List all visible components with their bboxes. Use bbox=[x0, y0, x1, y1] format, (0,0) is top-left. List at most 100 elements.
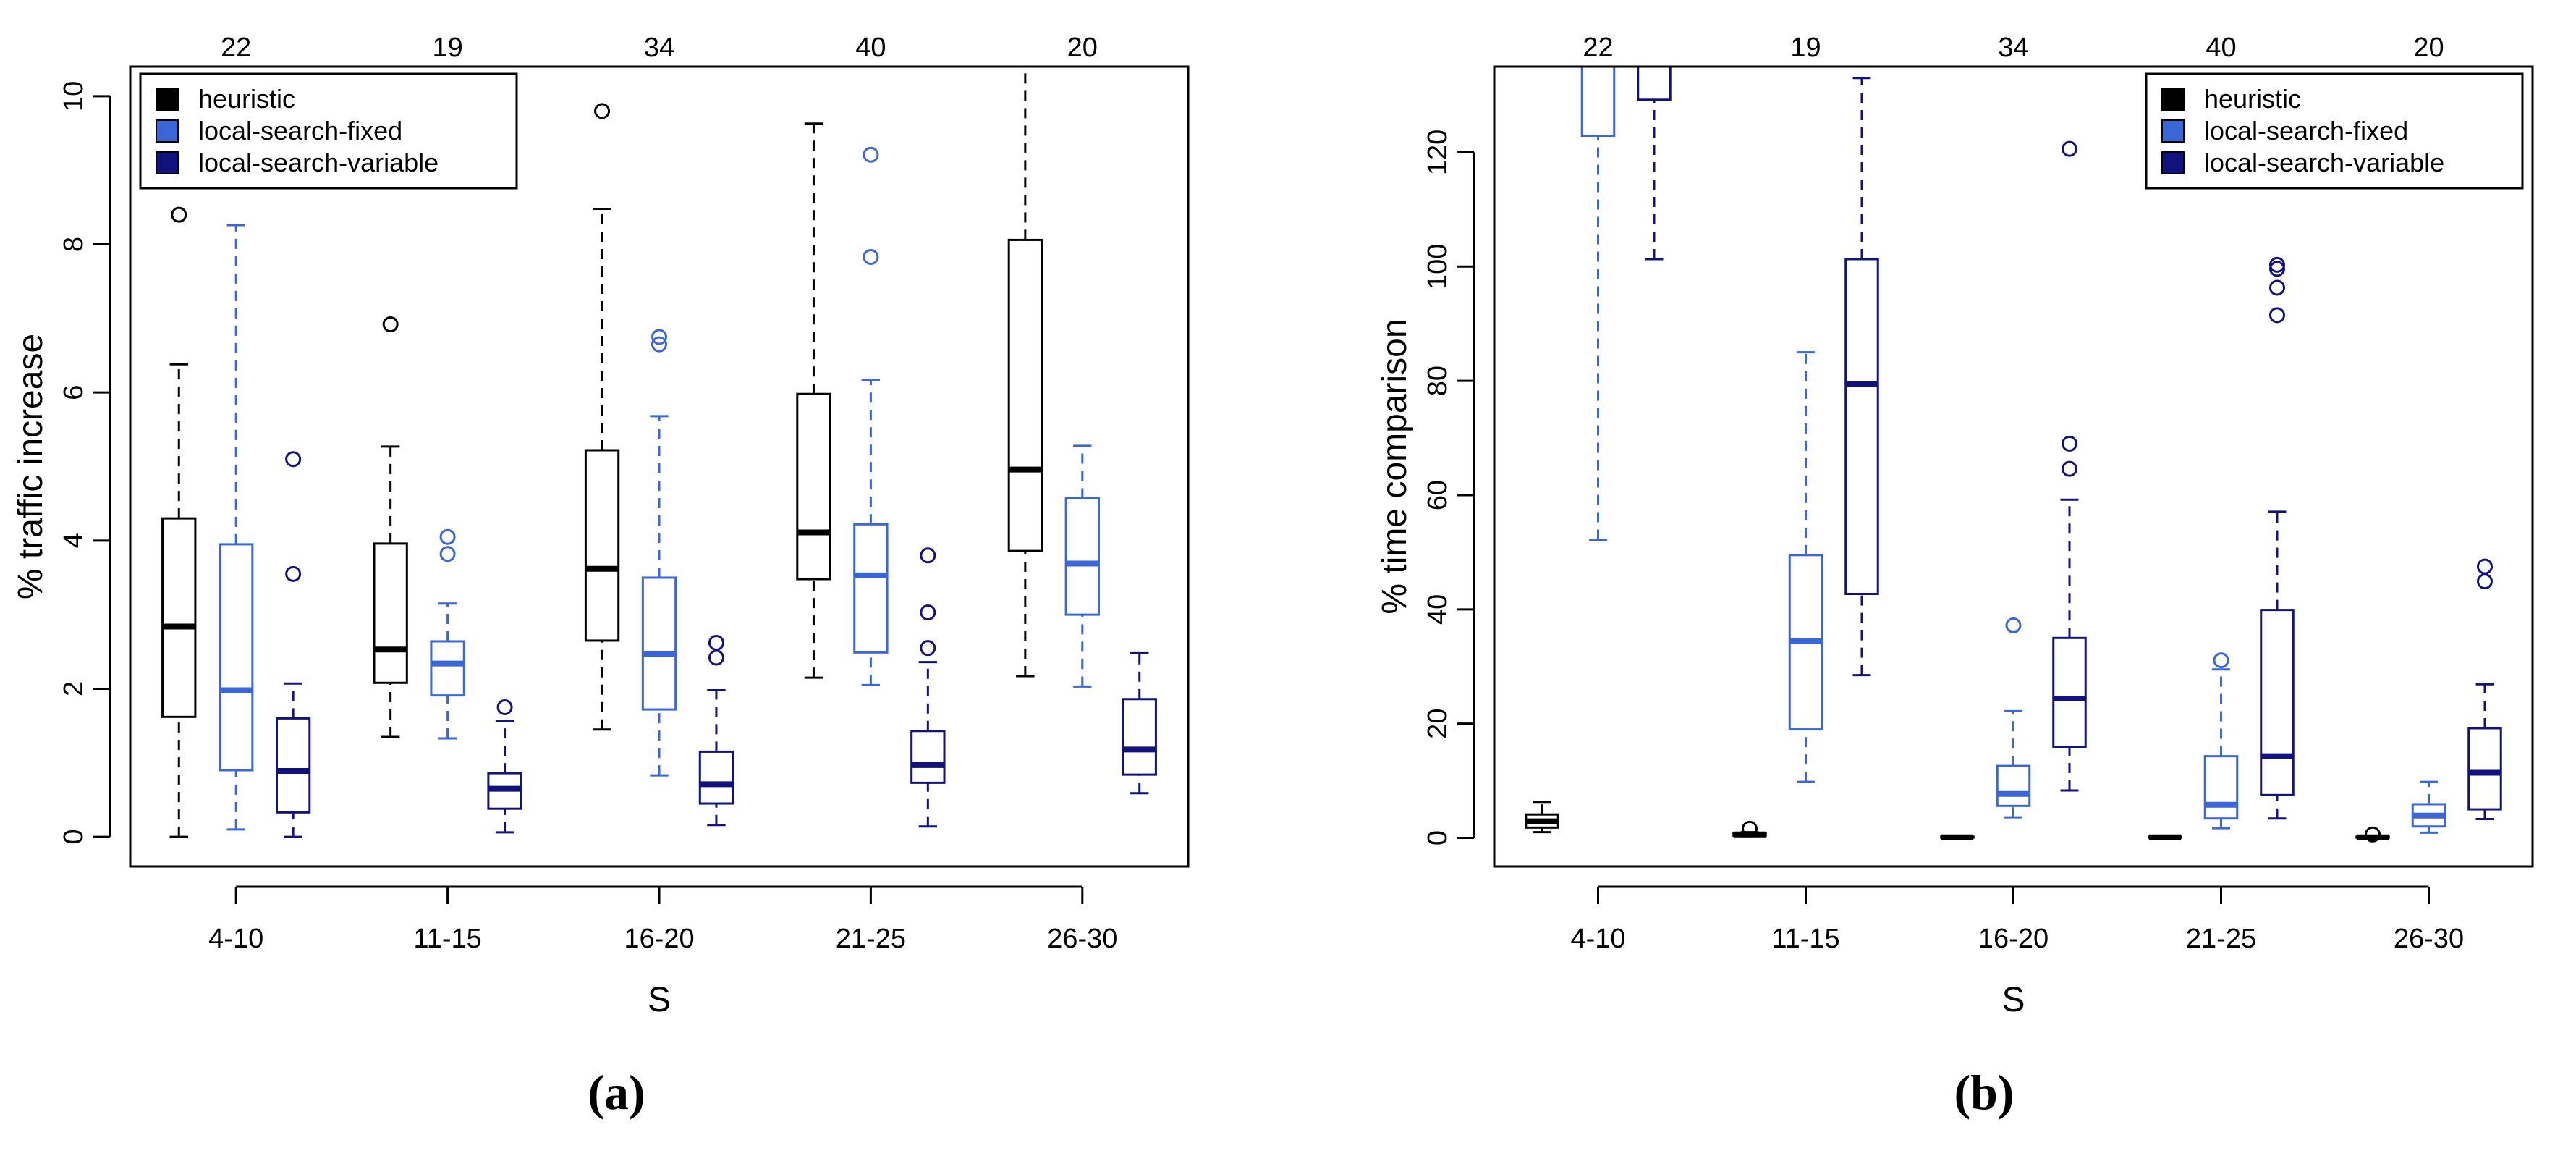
y-axis: 0 20 40 60 80 100 120 % time comparison bbox=[1376, 130, 1475, 845]
x-axis: 4-10 11-15 16-20 21-25 26-30 S bbox=[1570, 885, 2464, 1019]
legend-swatch bbox=[2161, 119, 2185, 143]
box-local-search-variable-4-10-outlier bbox=[285, 565, 302, 582]
box-local-search-variable-11-15 bbox=[1844, 258, 1879, 596]
box-local-search-fixed-21-25-outlier bbox=[2213, 652, 2229, 669]
box-heuristic-21-25 bbox=[796, 392, 831, 581]
legend-swatch bbox=[156, 88, 179, 111]
box-local-search-fixed-16-20-outlier bbox=[651, 329, 667, 345]
legend-swatch bbox=[156, 119, 179, 143]
legend-label: heuristic bbox=[198, 84, 295, 114]
top-count-label: 20 bbox=[1067, 33, 1098, 63]
box-heuristic-4-10-outlier bbox=[171, 206, 187, 223]
y-tick-label: 0 bbox=[59, 830, 89, 845]
box-heuristic-11-15-outlier bbox=[382, 316, 399, 333]
box-local-search-fixed-11-15 bbox=[430, 640, 465, 697]
y-tick-label: 2 bbox=[59, 681, 89, 696]
top-count-label: 34 bbox=[644, 33, 674, 63]
x-tick-label: 11-15 bbox=[413, 924, 481, 954]
x-tick-label: 21-25 bbox=[836, 924, 906, 954]
box-local-search-fixed-16-20-outlier bbox=[2005, 617, 2022, 633]
top-count-label: 19 bbox=[1790, 33, 1821, 63]
box-local-search-variable-21-25-outlier bbox=[920, 604, 936, 621]
box-heuristic-16-20-outlier bbox=[594, 103, 611, 119]
top-count-label: 34 bbox=[1998, 33, 2028, 63]
top-count-label: 19 bbox=[432, 33, 462, 63]
panel-a-chart: 0 2 4 6 8 10 % traffic increase 4-10 11-15 16-20 2… bbox=[12, 33, 1190, 1019]
box-local-search-variable-26-30 bbox=[1122, 698, 1157, 776]
box-heuristic-4-10 bbox=[161, 517, 197, 718]
y-tick-label: 8 bbox=[59, 237, 89, 252]
box-local-search-variable-21-25-outlier bbox=[920, 640, 936, 657]
y-tick-label: 4 bbox=[59, 533, 89, 548]
x-tick-label: 11-15 bbox=[1771, 924, 1839, 954]
x-tick-label: 4-10 bbox=[208, 924, 263, 954]
legend-box bbox=[2145, 72, 2524, 190]
x-tick-label: 26-30 bbox=[1047, 924, 1117, 954]
legend-label: local-search-variable bbox=[198, 148, 438, 177]
plot-area bbox=[1525, 67, 2502, 843]
top-count-label: 20 bbox=[2413, 33, 2444, 63]
legend-label: heuristic bbox=[2204, 84, 2301, 114]
box-local-search-variable-4-10 bbox=[1637, 67, 1672, 101]
legend-label: local-search-variable bbox=[2204, 148, 2444, 177]
panel-b-label: (b) bbox=[1954, 1065, 2014, 1120]
legend-label: local-search-fixed bbox=[198, 116, 402, 146]
box-local-search-fixed-16-20-outlier bbox=[651, 336, 667, 353]
plot-frame bbox=[1493, 65, 2534, 868]
legend-swatch bbox=[2161, 151, 2185, 174]
plot-area bbox=[161, 67, 1157, 838]
panel-a-label: (a) bbox=[588, 1065, 645, 1120]
legend-box bbox=[139, 72, 518, 190]
box-local-search-fixed-21-25 bbox=[853, 523, 889, 654]
y-tick-label: 80 bbox=[1423, 366, 1453, 396]
box-heuristic-26-30-outlier bbox=[2365, 826, 2381, 843]
legend-label: local-search-fixed bbox=[2204, 116, 2408, 146]
box-local-search-variable-16-20 bbox=[2052, 636, 2087, 748]
box-local-search-variable-11-15-outlier bbox=[496, 699, 513, 716]
y-tick-label: 20 bbox=[1423, 709, 1453, 739]
box-local-search-variable-4-10-outlier bbox=[285, 451, 302, 468]
top-count-label: 40 bbox=[855, 33, 886, 63]
y-tick-label: 120 bbox=[1423, 130, 1453, 175]
box-local-search-variable-21-25 bbox=[910, 730, 946, 784]
y-axis-title: % traffic increase bbox=[12, 334, 50, 599]
box-local-search-fixed-21-25-outlier bbox=[863, 146, 879, 163]
y-axis-title: % time comparison bbox=[1376, 319, 1414, 614]
box-local-search-variable-4-10 bbox=[275, 717, 311, 814]
y-tick-label: 6 bbox=[59, 385, 89, 400]
y-tick-label: 100 bbox=[1423, 244, 1453, 290]
box-heuristic-26-30 bbox=[1007, 238, 1043, 552]
box-local-search-fixed-11-15-outlier bbox=[439, 528, 456, 545]
top-count-label: 22 bbox=[221, 33, 251, 63]
legend-swatch bbox=[2161, 88, 2185, 111]
box-local-search-variable-21-25 bbox=[2260, 609, 2295, 796]
x-tick-label: 21-25 bbox=[2186, 924, 2256, 954]
box-local-search-variable-21-25-outlier bbox=[2268, 279, 2285, 296]
x-tick-label: 16-20 bbox=[1978, 924, 2048, 954]
box-local-search-variable-21-25-outlier bbox=[2268, 256, 2285, 273]
legend: heuristiclocal-search-fixedlocal-search-… bbox=[2145, 72, 2524, 190]
x-tick-label: 16-20 bbox=[624, 924, 694, 954]
legend: heuristiclocal-search-fixedlocal-search-… bbox=[139, 72, 518, 190]
x-axis-title: S bbox=[2001, 981, 2025, 1019]
x-axis-title: S bbox=[648, 981, 671, 1019]
top-count-label: 40 bbox=[2206, 33, 2236, 63]
panel-b-chart: 0 20 40 60 80 100 120 % time comparison 4-10 11-1… bbox=[1376, 33, 2534, 1019]
y-tick-label: 40 bbox=[1423, 594, 1453, 625]
box-local-search-fixed-16-20 bbox=[1996, 764, 2031, 807]
y-axis: 0 2 4 6 8 10 % traffic increase bbox=[12, 81, 111, 845]
box-local-search-variable-21-25-outlier bbox=[2268, 307, 2285, 324]
box-local-search-fixed-26-30 bbox=[1064, 497, 1100, 616]
box-local-search-variable-26-30 bbox=[2467, 727, 2502, 811]
box-local-search-variable-16-20-outlier bbox=[2061, 460, 2077, 477]
box-local-search-fixed-16-20 bbox=[641, 576, 677, 711]
y-tick-label: 0 bbox=[1423, 830, 1453, 845]
box-local-search-variable-16-20-outlier bbox=[2061, 140, 2077, 157]
box-local-search-variable-26-30-outlier bbox=[2476, 558, 2493, 575]
x-tick-label: 4-10 bbox=[1570, 924, 1625, 954]
plot-frame bbox=[129, 65, 1190, 868]
box-local-search-fixed-11-15-outlier bbox=[439, 546, 456, 562]
box-local-search-fixed-21-25-outlier bbox=[863, 248, 879, 265]
box-heuristic-11-15 bbox=[373, 542, 408, 684]
